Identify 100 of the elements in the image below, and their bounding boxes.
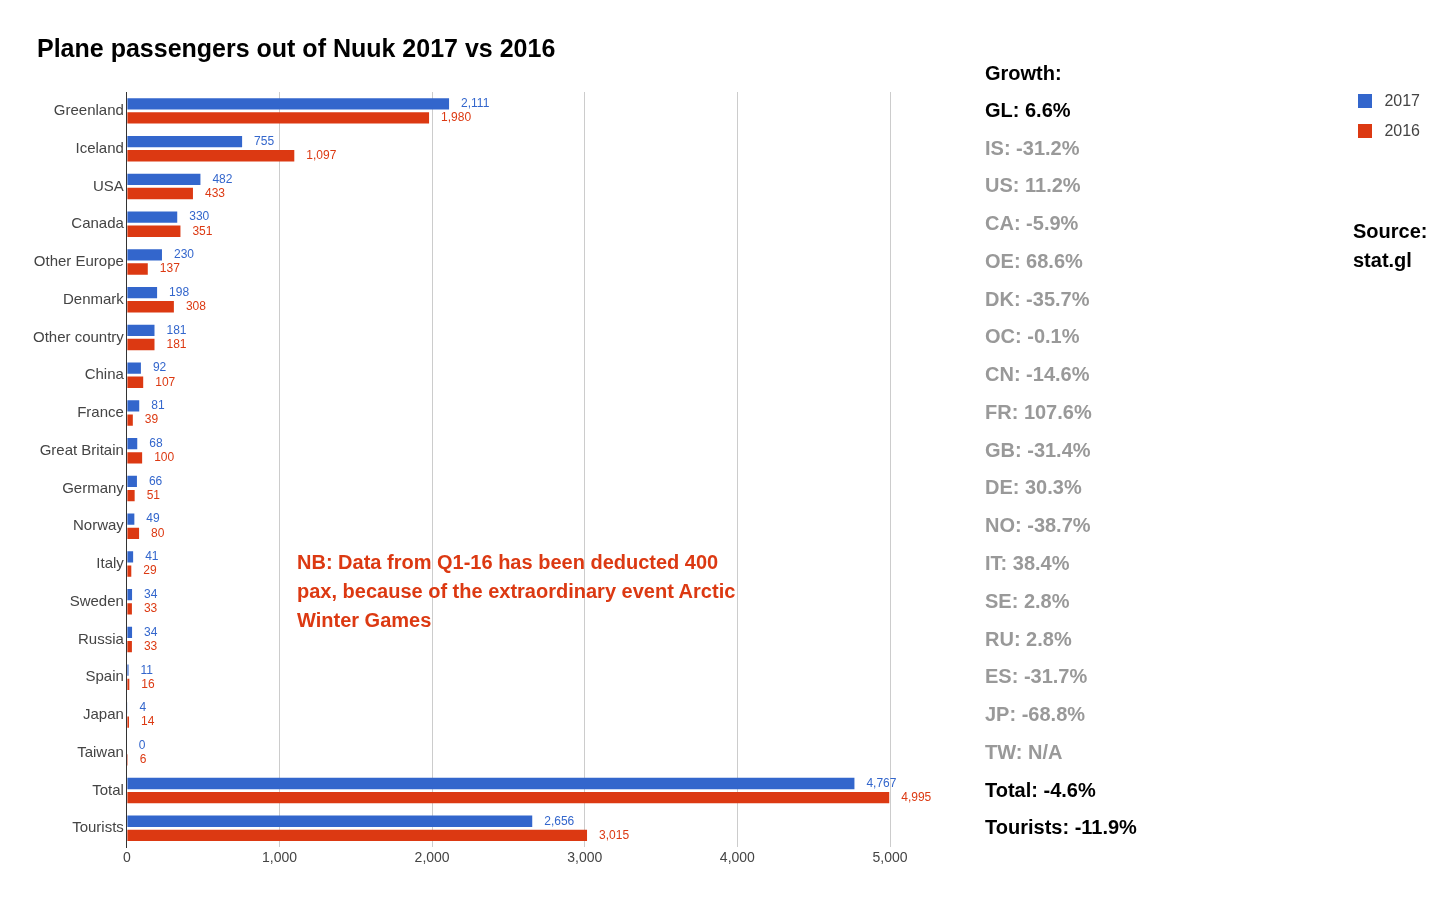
y-tick-label: Other country bbox=[33, 327, 125, 345]
bar bbox=[127, 249, 162, 261]
bar bbox=[127, 301, 174, 313]
text: CN: -14.6% bbox=[985, 363, 1090, 387]
data-label: 4 bbox=[139, 700, 147, 715]
data-label: 80 bbox=[151, 525, 165, 540]
data-label: 0 bbox=[138, 738, 146, 753]
y-tick-label: Great Britain bbox=[39, 440, 124, 458]
data-label: 6 bbox=[139, 752, 147, 767]
legend-label: 2016 bbox=[1384, 122, 1420, 140]
data-label: 4,767 bbox=[866, 775, 897, 790]
bar bbox=[127, 324, 155, 337]
bar bbox=[127, 513, 135, 525]
bar bbox=[127, 829, 588, 842]
y-tick-label: Canada bbox=[71, 214, 125, 232]
y-tick-label: Germany bbox=[62, 478, 125, 496]
text: IT: 38.4% bbox=[985, 552, 1070, 575]
bar bbox=[127, 98, 450, 110]
data-label: 433 bbox=[204, 185, 226, 200]
x-tick-label: 0 bbox=[122, 849, 131, 866]
y-tick-label: Spain bbox=[85, 667, 124, 685]
x-tick-label: 3,000 bbox=[567, 849, 603, 866]
y-tick-label: Other Europe bbox=[33, 252, 124, 270]
bar bbox=[127, 815, 533, 827]
data-label: 33 bbox=[143, 601, 158, 616]
x-tick-label: 2,000 bbox=[414, 849, 450, 866]
bar bbox=[127, 777, 855, 790]
text: TW: N/A bbox=[985, 740, 1063, 764]
y-tick-label: Iceland bbox=[75, 138, 124, 156]
data-label: 1,097 bbox=[306, 148, 337, 163]
data-label: 51 bbox=[146, 487, 161, 502]
x-tick-label: 1,000 bbox=[261, 849, 298, 866]
bar bbox=[127, 225, 181, 237]
text: DE: 30.3% bbox=[985, 476, 1082, 500]
data-label: 33 bbox=[143, 638, 158, 653]
x-tick-label: 5,000 bbox=[872, 849, 908, 866]
bar bbox=[127, 263, 148, 275]
data-label: 230 bbox=[173, 247, 195, 262]
data-label: 2,111 bbox=[461, 96, 490, 111]
data-label: 34 bbox=[144, 624, 158, 639]
y-tick-label: Denmark bbox=[63, 289, 125, 307]
text: FR: 107.6% bbox=[985, 400, 1092, 424]
data-label: 29 bbox=[143, 563, 157, 578]
bar bbox=[127, 173, 201, 185]
y-tick-label: Italy bbox=[96, 554, 125, 572]
bar bbox=[127, 400, 140, 412]
data-label: 49 bbox=[146, 511, 161, 526]
bar bbox=[127, 414, 133, 426]
bar bbox=[127, 211, 178, 223]
bar bbox=[127, 286, 158, 299]
y-tick-label: Greenland bbox=[53, 101, 124, 119]
bar bbox=[127, 437, 138, 450]
data-label: 482 bbox=[212, 171, 233, 186]
data-label: 351 bbox=[192, 223, 213, 238]
text: Tourists: -11.9% bbox=[985, 816, 1137, 840]
data-label: 1,980 bbox=[441, 110, 472, 125]
y-tick-label: Japan bbox=[83, 705, 124, 723]
data-label: 107 bbox=[155, 374, 176, 389]
bar bbox=[127, 187, 193, 200]
text: SE: 2.8% bbox=[985, 589, 1070, 613]
text: RU: 2.8% bbox=[985, 627, 1072, 651]
y-tick-label: Sweden bbox=[69, 591, 124, 609]
data-label: 39 bbox=[144, 412, 159, 427]
data-label: 68 bbox=[149, 435, 163, 450]
bar bbox=[127, 135, 243, 148]
data-label: 755 bbox=[254, 133, 275, 148]
data-label: 11 bbox=[140, 662, 154, 677]
text: OE: 68.6% bbox=[985, 249, 1083, 273]
data-label: 41 bbox=[145, 549, 159, 564]
data-label: 100 bbox=[154, 450, 175, 465]
data-label: 81 bbox=[151, 398, 165, 413]
y-tick-label: Russia bbox=[78, 629, 125, 647]
y-tick-label: Norway bbox=[73, 516, 125, 534]
text: DK: -35.7% bbox=[985, 287, 1090, 311]
source-note: Source: stat.gl bbox=[1353, 219, 1429, 273]
bar bbox=[127, 475, 137, 488]
data-label: 181 bbox=[166, 336, 187, 351]
y-tick-label: France bbox=[77, 403, 124, 421]
data-label: 3,015 bbox=[599, 827, 630, 842]
bar bbox=[127, 376, 144, 388]
text: GB: -31.4% bbox=[985, 438, 1091, 462]
y-tick-label: Tourists bbox=[72, 818, 124, 836]
bar bbox=[127, 551, 134, 563]
bar bbox=[127, 112, 430, 124]
bar bbox=[127, 626, 133, 639]
bar bbox=[127, 452, 143, 464]
y-tick-label: USA bbox=[93, 176, 124, 194]
bar bbox=[127, 150, 295, 162]
data-label: 330 bbox=[189, 209, 210, 224]
bar bbox=[127, 489, 135, 502]
text: IS: -31.2% bbox=[985, 136, 1080, 160]
y-tick-label: Total bbox=[92, 780, 124, 798]
annotation: NB: Data from Q1-16 has been deducted 400 pax, because of the extraordinary event Arctic Winter Games bbox=[297, 550, 737, 633]
legend-label: 2017 bbox=[1384, 92, 1420, 110]
data-label: 181 bbox=[166, 322, 187, 337]
chart-title: Plane passengers out of Nuuk 2017 vs 2016 bbox=[37, 34, 556, 63]
data-label: 2,656 bbox=[544, 813, 575, 828]
text: JP: -68.8% bbox=[985, 703, 1086, 727]
data-label: 4,995 bbox=[901, 789, 932, 804]
bar bbox=[127, 640, 132, 653]
